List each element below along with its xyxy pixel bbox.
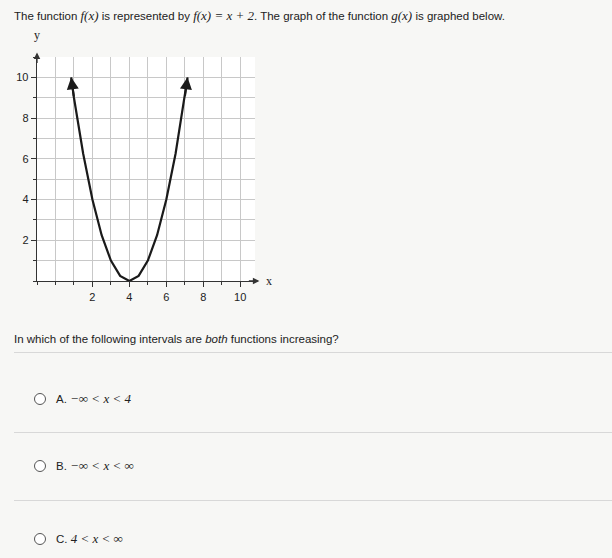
- html-text:C.4 < x < ∞: C.4 < x < ∞: [56, 531, 123, 546]
- html-text:A.−∞ < x < 4: A.−∞ < x < 4: [56, 391, 131, 406]
- svg-text:2: 2: [89, 291, 95, 303]
- svg-text:8: 8: [200, 291, 206, 303]
- svg-text:6: 6: [22, 153, 28, 165]
- svg-text:10: 10: [234, 291, 246, 303]
- html-text:In which of the following inte: In which of the following intervals are …: [14, 333, 339, 345]
- svg-text:y: y: [34, 30, 40, 42]
- svg-text:4: 4: [126, 291, 132, 303]
- svg-text:10: 10: [16, 71, 28, 83]
- svg-text:2: 2: [22, 234, 28, 246]
- svg-text:4: 4: [22, 193, 28, 205]
- html-text:The functionf(x)is represented: The functionf(x)is represented byf(x) = …: [14, 8, 505, 23]
- svg-text:x: x: [266, 274, 272, 288]
- svg-text:6: 6: [163, 291, 169, 303]
- svg-text:8: 8: [22, 112, 28, 124]
- html-text:B.−∞ < x < ∞: B.−∞ < x < ∞: [56, 458, 134, 473]
